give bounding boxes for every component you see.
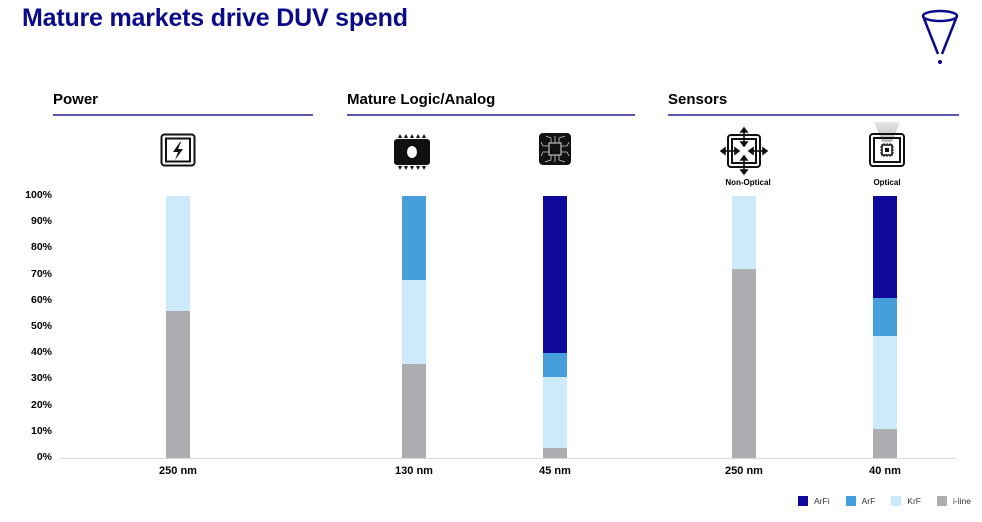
bar-segment-krf <box>166 196 190 312</box>
bar-segment-i-line <box>166 311 190 458</box>
section-power-divider <box>53 114 313 116</box>
legend-swatch <box>845 496 856 506</box>
power-bolt-icon <box>160 133 196 167</box>
bar-segment-arfi <box>543 196 567 354</box>
bar-segment-arfi <box>873 196 897 299</box>
legend: ArFi ArF KrF i-line <box>798 496 971 506</box>
section-sensors-heading: Sensors <box>668 91 728 108</box>
funnel-icon <box>921 9 959 64</box>
legend-label: KrF <box>907 496 921 506</box>
page-title: Mature markets drive DUV spend <box>22 4 408 32</box>
bar-segment-i-line <box>873 429 897 458</box>
legend-swatch <box>937 496 947 506</box>
bar-segment-i-line <box>402 363 426 458</box>
y-tick-label: 50% <box>30 320 52 332</box>
x-tick-label: 250 nm <box>159 465 197 477</box>
y-tick-label: 20% <box>30 398 52 411</box>
x-tick-label: 250 nm <box>725 465 763 477</box>
legend-swatch <box>891 496 902 506</box>
bar-segment-i-line <box>543 447 567 458</box>
bar-segment-arf <box>402 196 426 280</box>
x-tick-label: 130 nm <box>395 465 433 477</box>
legend-item: i-line <box>937 496 971 506</box>
y-tick-label: 60% <box>30 293 52 306</box>
section-logic-divider <box>347 114 635 116</box>
bar-segment-arf <box>543 353 567 377</box>
bar-segment-arf <box>873 298 897 337</box>
y-tick-label: 40% <box>30 346 52 359</box>
legend-label: ArFi <box>814 496 830 506</box>
processor-chip-icon <box>539 133 571 165</box>
bar-segment-krf <box>873 336 897 430</box>
legend-label: ArF <box>861 496 876 506</box>
x-tick-label: 40 nm <box>869 465 901 477</box>
legend-swatch <box>798 496 808 506</box>
optical-label: Optical <box>873 178 901 187</box>
section-logic-heading: Mature Logic/Analog <box>347 91 496 108</box>
legend-label: i-line <box>953 496 971 506</box>
bar-segment-krf <box>543 376 567 448</box>
y-tick-label: 100% <box>25 189 52 201</box>
legend-item: ArF <box>845 496 876 506</box>
y-tick-label: 30% <box>30 372 52 385</box>
section-power-heading: Power <box>53 91 99 108</box>
section-sensors-divider <box>668 114 959 116</box>
x-axis-baseline <box>60 458 956 459</box>
y-tick-label: 80% <box>30 241 52 254</box>
legend-item: ArFi <box>798 496 830 506</box>
legend-item: KrF <box>891 496 921 506</box>
y-tick-label: 0% <box>36 451 52 463</box>
bar-segment-krf <box>732 196 756 270</box>
bar-segment-krf <box>402 279 426 364</box>
non-optical-label: Non-Optical <box>725 178 771 187</box>
non-optical-sensor-icon <box>720 127 768 175</box>
bar-segment-i-line <box>732 269 756 458</box>
y-tick-label: 90% <box>30 215 52 228</box>
optical-sensor-icon <box>869 122 905 167</box>
y-tick-label: 70% <box>30 267 52 280</box>
memory-chip-icon <box>394 134 430 170</box>
x-tick-label: 45 nm <box>539 465 571 477</box>
y-tick-label: 10% <box>30 424 52 437</box>
